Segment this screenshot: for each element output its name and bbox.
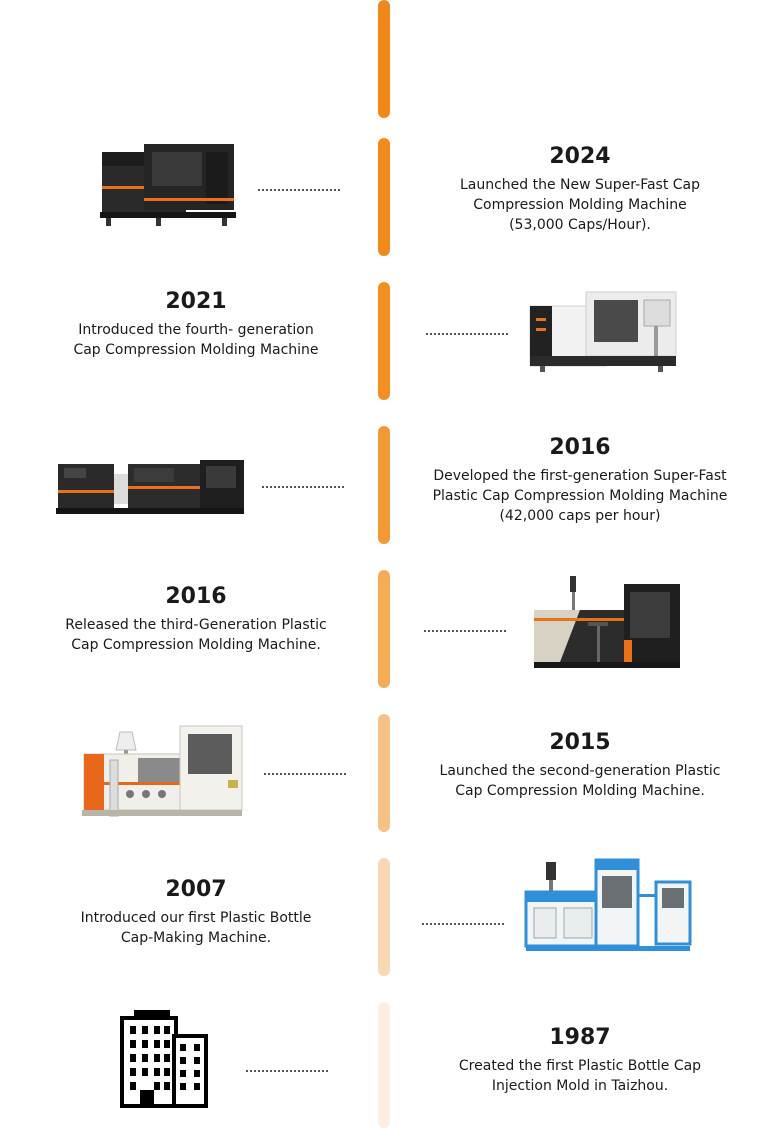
timeline-entry-2024: 2024 Launched the New Super-Fast Cap Com… [410, 143, 750, 235]
black-white-compression-molding-machine [534, 576, 680, 668]
entry-year: 2016 [165, 584, 227, 609]
connector-dots [246, 1070, 328, 1072]
long-black-compression-molding-line [56, 460, 244, 514]
white-orange-compression-molding-machine [82, 725, 243, 817]
timeline-segment [378, 1002, 390, 1128]
timeline-segment [378, 0, 390, 118]
timeline-entry-2007: 2007 Introduced our first Plastic Bottle… [20, 876, 372, 948]
connector-dots [426, 333, 508, 335]
entry-description: Launched the second-generation Plastic C… [439, 763, 721, 799]
entry-description: Created the first Plastic Bottle Cap Inj… [458, 1058, 702, 1094]
timeline-entry-2021: 2021 Introduced the fourth- generation C… [20, 288, 372, 360]
white-black-compression-molding-machine [529, 291, 677, 372]
timeline-segment [378, 426, 390, 544]
entry-description: Developed the first-generation Super-Fas… [432, 468, 728, 524]
timeline-entry-2016-first: 2016 Developed the first-generation Supe… [404, 434, 756, 526]
timeline-entry-2016-second: 2016 Released the third-Generation Plast… [20, 583, 372, 655]
entry-year: 2021 [165, 289, 227, 314]
entry-description: Introduced our first Plastic Bottle Cap-… [80, 910, 312, 946]
timeline-segment [378, 138, 390, 256]
timeline-segment [378, 570, 390, 688]
entry-description: Launched the New Super-Fast Cap Compress… [459, 177, 701, 233]
connector-dots [424, 630, 506, 632]
entry-year: 2007 [165, 877, 227, 902]
entry-description: Released the third-Generation Plastic Ca… [65, 617, 327, 653]
connector-dots [262, 486, 344, 488]
timeline-segment [378, 714, 390, 832]
timeline-segment [378, 282, 390, 400]
entry-description: Introduced the fourth- generation Cap Co… [73, 322, 319, 358]
entry-year: 2016 [549, 435, 611, 460]
black-orange-compression-molding-machine [100, 144, 236, 226]
timeline-entry-1987: 1987 Created the first Plastic Bottle Ca… [410, 1024, 750, 1096]
connector-dots [264, 773, 346, 775]
entry-year: 2024 [549, 144, 611, 169]
connector-dots [422, 923, 504, 925]
office-building-icon [120, 1010, 208, 1108]
entry-year: 2015 [549, 730, 611, 755]
blue-white-cap-making-machine [524, 858, 692, 951]
entry-year: 1987 [549, 1025, 611, 1050]
connector-dots [258, 189, 340, 191]
timeline-entry-2015: 2015 Launched the second-generation Plas… [404, 729, 756, 801]
timeline-segment [378, 858, 390, 976]
